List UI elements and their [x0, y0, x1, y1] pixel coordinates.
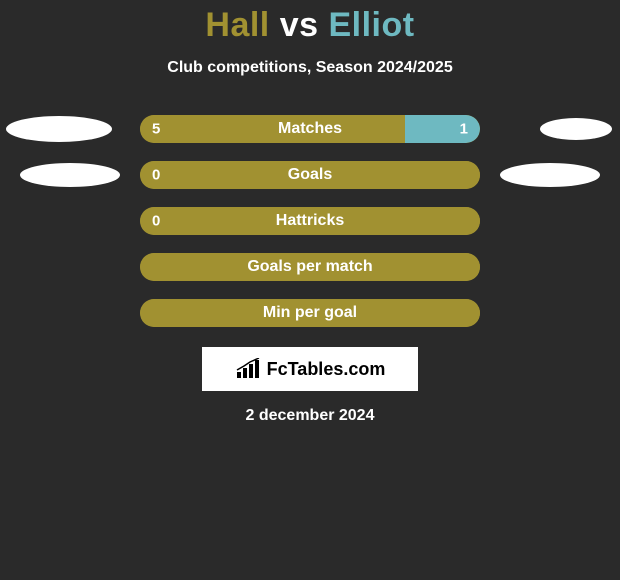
logo-text: FcTables.com: [267, 359, 386, 380]
stat-row: Hattricks 0: [0, 207, 620, 235]
stat-row: Goals per match: [0, 253, 620, 281]
subtitle: Club competitions, Season 2024/2025: [167, 59, 452, 77]
stat-value-left: 5: [152, 121, 160, 138]
stat-bar: Hattricks 0: [140, 207, 480, 235]
page-title: Hall vs Elliot: [205, 6, 414, 45]
stat-value-left: 0: [152, 167, 160, 184]
stat-row: Matches 5 1: [0, 115, 620, 143]
stat-label: Min per goal: [263, 304, 357, 322]
chart-bars-icon: [235, 358, 263, 380]
stat-bar: Min per goal: [140, 299, 480, 327]
stat-row: Goals 0: [0, 161, 620, 189]
comparison-infographic: Hall vs Elliot Club competitions, Season…: [0, 0, 620, 425]
stat-rows: Matches 5 1 Goals 0 Hattricks 0 Goals per match…: [0, 115, 620, 327]
side-ellipse-right: [500, 163, 600, 187]
date-text: 2 december 2024: [246, 407, 375, 425]
stat-bar: Goals per match: [140, 253, 480, 281]
stat-row: Min per goal: [0, 299, 620, 327]
stat-value-left: 0: [152, 213, 160, 230]
logo-box: FcTables.com: [202, 347, 418, 391]
stat-label: Goals: [288, 166, 332, 184]
stat-bar: Goals 0: [140, 161, 480, 189]
player2-name: Elliot: [328, 6, 414, 44]
bar-fill-left: [140, 115, 405, 143]
stat-bar: Matches 5 1: [140, 115, 480, 143]
stat-label: Matches: [278, 120, 342, 138]
side-ellipse-left: [20, 163, 120, 187]
stat-value-right: 1: [460, 121, 468, 138]
logo: FcTables.com: [235, 358, 386, 380]
side-ellipse-right: [540, 118, 612, 140]
vs-text: vs: [280, 6, 319, 44]
bar-fill-right: [405, 115, 480, 143]
stat-label: Goals per match: [247, 258, 372, 276]
player1-name: Hall: [205, 6, 269, 44]
side-ellipse-left: [6, 116, 112, 142]
stat-label: Hattricks: [276, 212, 344, 230]
